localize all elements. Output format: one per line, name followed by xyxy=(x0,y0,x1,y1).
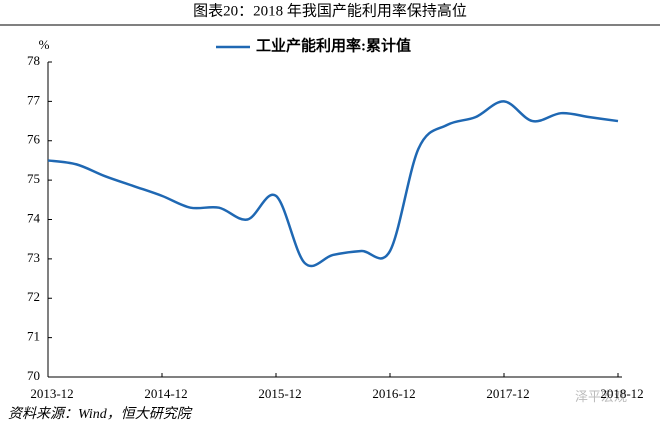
x-tick-label: 2013-12 xyxy=(30,386,73,401)
y-tick-label: 70 xyxy=(27,368,40,383)
source: 资料来源：Wind，恒大研究院 xyxy=(8,406,193,422)
x-tick-label: 2016-12 xyxy=(372,386,415,401)
x-tick-label: 2018-12 xyxy=(600,386,643,401)
legend-label: 工业产能利用率:累计值 xyxy=(256,36,411,54)
y-tick-label: 71 xyxy=(27,329,40,344)
y-tick-label: 76 xyxy=(27,132,41,147)
series-line xyxy=(47,100,619,268)
watermark: 泽平宏观 xyxy=(575,389,627,404)
x-tick-label: 2017-12 xyxy=(486,386,529,401)
y-tick-label: 74 xyxy=(27,210,41,225)
y-tick-label: 77 xyxy=(27,92,41,107)
x-tick-label: 2015-12 xyxy=(258,386,301,401)
y-axis-label: % xyxy=(39,37,50,52)
x-tick-label: 2014-12 xyxy=(144,386,187,401)
y-tick-label: 75 xyxy=(27,171,40,186)
y-tick-label: 73 xyxy=(27,250,40,265)
y-tick-label: 72 xyxy=(27,289,40,304)
chart-title: 图表20：2018 年我国产能利用率保持高位 xyxy=(193,2,467,19)
y-tick-label: 78 xyxy=(27,53,40,68)
